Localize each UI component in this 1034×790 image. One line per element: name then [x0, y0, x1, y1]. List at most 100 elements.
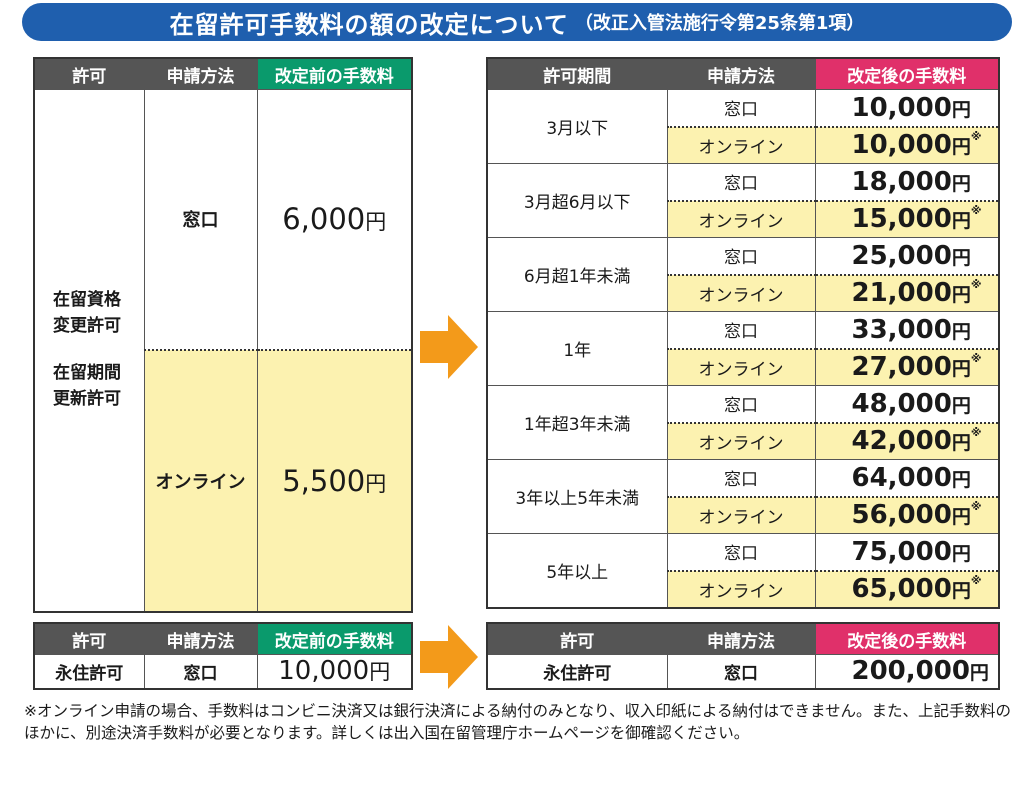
- yen-unit: 円: [969, 662, 989, 685]
- amount-value: 10,000: [851, 92, 952, 123]
- amount-value: 48,000: [851, 388, 952, 419]
- yen-unit: 円: [951, 98, 971, 121]
- perm-new-header-fee: 改定後の手数料: [814, 622, 1000, 655]
- method-counter: 窓口: [666, 311, 816, 350]
- amount-counter: 10,000円: [814, 89, 1000, 128]
- method-online: オンライン: [666, 200, 816, 238]
- amount-value: 64,000: [851, 462, 952, 493]
- permanent-old-table: 許可 申請方法 改定前の手数料 永住許可 窓口 10,000円: [33, 622, 413, 690]
- amount-value: 56,000: [851, 500, 952, 531]
- amount-online: 10,000円※: [814, 126, 1000, 164]
- amount-online: 15,000円※: [814, 200, 1000, 238]
- amount-online: 27,000円※: [814, 348, 1000, 386]
- amount-value: 25,000: [851, 240, 952, 271]
- yen-unit: 円: [365, 471, 387, 496]
- perm-old-header-fee: 改定前の手数料: [256, 622, 413, 655]
- period-cell: 3月以下: [486, 89, 668, 164]
- method-counter: 窓口: [666, 533, 816, 572]
- yen-unit: 円: [951, 358, 971, 381]
- period-cell: 1年超3年未満: [486, 385, 668, 460]
- method-counter: 窓口: [666, 237, 816, 276]
- method-online: オンライン: [666, 422, 816, 460]
- amount-counter: 75,000円: [814, 533, 1000, 572]
- yen-unit: 円: [951, 284, 971, 307]
- period-cell: 3年以上5年未満: [486, 459, 668, 534]
- perm-new-method: 窓口: [666, 654, 816, 689]
- yen-unit: 円: [951, 432, 971, 455]
- amount-value: 27,000: [851, 352, 952, 383]
- new-fee-table: 許可期間 申請方法 改定後の手数料 3月以下 窓口 10,000円 オンライン 10,0…: [486, 57, 1000, 609]
- method-online: オンライン: [666, 274, 816, 312]
- amount-value: 65,000: [851, 574, 952, 604]
- perm-new-permit: 永住許可: [486, 654, 668, 689]
- amount-value: 21,000: [851, 278, 952, 309]
- perm-old-permit: 永住許可: [33, 654, 145, 689]
- amount-value: 15,000: [851, 204, 952, 235]
- arrow-right-icon: [420, 315, 480, 379]
- note-mark: ※: [970, 204, 982, 218]
- method-online: オンライン: [666, 570, 816, 608]
- amount-value: 10,000: [851, 130, 952, 161]
- note-mark: ※: [970, 130, 982, 144]
- new-header-method: 申請方法: [666, 57, 816, 90]
- perm-old-header-method: 申請方法: [143, 622, 258, 655]
- perm-new-amount: 200,000円: [814, 654, 1000, 689]
- footnote: ※オンライン申請の場合、手数料はコンビニ決済又は銀行決済による納付のみとなり、収…: [24, 702, 1012, 742]
- yen-unit: 円: [369, 660, 391, 685]
- amount-online: 56,000円※: [814, 496, 1000, 534]
- new-header-period: 許可期間: [486, 57, 668, 90]
- amount-counter: 18,000円: [814, 163, 1000, 202]
- amount-counter: 25,000円: [814, 237, 1000, 276]
- amount-counter: 33,000円: [814, 311, 1000, 350]
- yen-unit: 円: [951, 394, 971, 417]
- old-header-fee: 改定前の手数料: [256, 57, 413, 90]
- perm-new-header-permit: 許可: [486, 622, 668, 655]
- old-amount-online: 5,500円: [256, 349, 413, 612]
- perm-old-header-permit: 許可: [33, 622, 145, 655]
- amount-online: 42,000円※: [814, 422, 1000, 460]
- method-online: オンライン: [666, 126, 816, 164]
- old-method-online: オンライン: [143, 349, 258, 612]
- yen-unit: 円: [951, 246, 971, 269]
- permit-line: 在留期間: [53, 363, 121, 384]
- method-counter: 窓口: [666, 163, 816, 202]
- permit-line: 在留資格: [53, 290, 121, 311]
- period-cell: 1年: [486, 311, 668, 386]
- yen-unit: 円: [951, 210, 971, 233]
- amount-counter: 48,000円: [814, 385, 1000, 424]
- old-method-counter: 窓口: [143, 89, 258, 351]
- perm-old-amount: 10,000円: [256, 654, 413, 689]
- note-mark: ※: [970, 352, 982, 366]
- method-counter: 窓口: [666, 385, 816, 424]
- amount-value: 42,000: [851, 426, 952, 457]
- yen-unit: 円: [365, 210, 387, 235]
- old-fee-table: 許可 申請方法 改定前の手数料 在留資格 変更許可 在留期間 更新許可 窓口 6…: [33, 57, 413, 613]
- note-mark: ※: [970, 500, 982, 514]
- new-header-fee: 改定後の手数料: [814, 57, 1000, 90]
- period-cell: 6月超1年未満: [486, 237, 668, 312]
- period-cell: 5年以上: [486, 533, 668, 608]
- permanent-new-table: 許可 申請方法 改定後の手数料 永住許可 窓口 200,000円: [486, 622, 1000, 690]
- old-header-permit: 許可: [33, 57, 145, 90]
- yen-unit: 円: [951, 320, 971, 343]
- permit-line: 更新許可: [53, 388, 121, 409]
- title-main: 在留許可手数料の額の改定について: [169, 10, 569, 39]
- note-mark: ※: [970, 278, 982, 292]
- period-cell: 3月超6月以下: [486, 163, 668, 238]
- perm-old-method: 窓口: [143, 654, 258, 689]
- amount-value: 5,500: [282, 463, 366, 498]
- title-sub: （改正入管法施行令第25条第1項）: [574, 13, 865, 34]
- yen-unit: 円: [951, 580, 971, 602]
- permit-line: 変更許可: [53, 315, 121, 336]
- yen-unit: 円: [951, 506, 971, 529]
- method-counter: 窓口: [666, 459, 816, 498]
- amount-value: 6,000: [282, 202, 366, 237]
- yen-unit: 円: [951, 542, 971, 565]
- amount-value: 200,000: [851, 656, 970, 687]
- note-mark: ※: [970, 426, 982, 440]
- title-banner: 在留許可手数料の額の改定について （改正入管法施行令第25条第1項）: [22, 3, 1012, 41]
- amount-value: 10,000: [278, 656, 370, 687]
- yen-unit: 円: [951, 468, 971, 491]
- amount-value: 75,000: [851, 536, 952, 567]
- perm-new-header-method: 申請方法: [666, 622, 816, 655]
